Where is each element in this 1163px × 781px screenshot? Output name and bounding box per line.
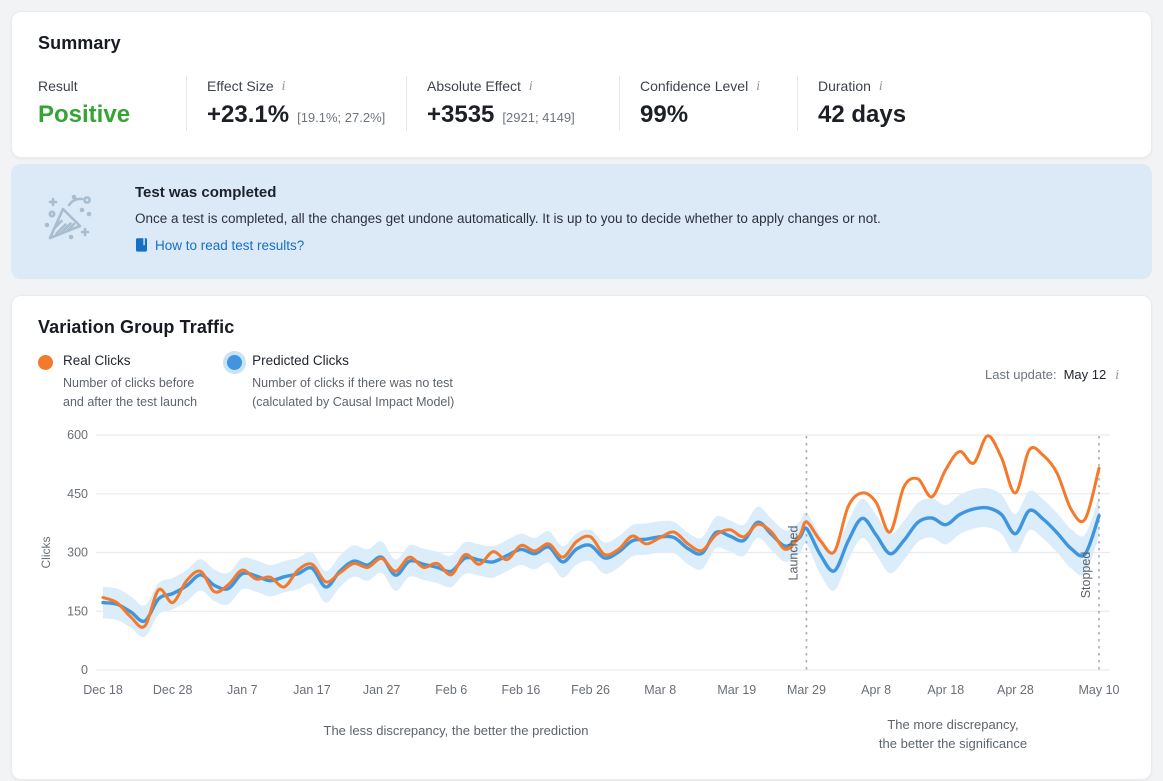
metric-absolute-effect-value: +3535 xyxy=(427,101,495,128)
annotation-pre-period: The less discrepancy, the better the pre… xyxy=(323,722,589,738)
metric-duration: Duration i 42 days xyxy=(797,76,924,131)
last-update-label: Last update: xyxy=(985,367,1057,383)
metric-effect-size-value: +23.1% xyxy=(207,101,290,128)
svg-text:0: 0 xyxy=(81,663,88,677)
legend-real-clicks-label: Real Clicks xyxy=(63,353,131,369)
metric-result-value: Positive xyxy=(38,101,131,128)
metric-result-label: Result xyxy=(38,78,78,94)
y-axis-label: Clicks xyxy=(39,536,53,568)
metric-absolute-effect-label: Absolute Effect xyxy=(427,78,521,94)
metric-absolute-effect-interval: [2921; 4149] xyxy=(502,110,575,125)
last-update-value: May 12 xyxy=(1063,367,1107,383)
info-icon[interactable]: i xyxy=(878,78,883,94)
metric-duration-label: Duration xyxy=(818,78,871,94)
svg-text:600: 600 xyxy=(67,428,88,442)
info-icon[interactable]: i xyxy=(281,78,286,94)
svg-text:Mar 19: Mar 19 xyxy=(717,683,756,697)
confidence-band xyxy=(103,487,1099,637)
svg-text:Apr 18: Apr 18 xyxy=(927,683,964,697)
last-update: Last update: May 12 i xyxy=(985,367,1121,383)
svg-text:Feb 16: Feb 16 xyxy=(501,683,540,697)
legend-item-predicted-clicks[interactable]: Predicted Clicks Number of clicks if the… xyxy=(227,353,454,413)
metric-effect-size: Effect Size i +23.1% [19.1%; 27.2%] xyxy=(186,76,406,131)
svg-text:Feb 6: Feb 6 xyxy=(435,683,467,697)
real-clicks-line xyxy=(101,434,1101,629)
metric-confidence-level-label: Confidence Level xyxy=(640,78,749,94)
svg-text:May 10: May 10 xyxy=(1078,683,1119,697)
summary-metrics: Result Positive Effect Size i +23.1% [19… xyxy=(38,76,1125,131)
predicted-clicks-dot-icon xyxy=(227,355,243,371)
legend-predicted-clicks-desc: Number of clicks if there was no test xyxy=(252,376,453,391)
predicted-clicks-line xyxy=(101,505,1101,623)
svg-text:300: 300 xyxy=(67,545,88,559)
metric-result: Result Positive xyxy=(38,76,186,131)
chart-legend: Real Clicks Number of clicks before and … xyxy=(38,353,1125,413)
svg-text:Feb 26: Feb 26 xyxy=(571,683,610,697)
chart-annotations: The less discrepancy, the better the pre… xyxy=(38,715,1125,761)
party-popper-icon xyxy=(41,190,97,251)
marker-label-stopped: Stopped xyxy=(1079,552,1093,599)
info-icon[interactable]: i xyxy=(756,78,760,94)
svg-text:Jan 17: Jan 17 xyxy=(293,683,331,697)
how-to-read-results-label: How to read test results? xyxy=(155,237,305,253)
svg-text:Jan 27: Jan 27 xyxy=(363,683,401,697)
chart-title: Variation Group Traffic xyxy=(38,317,235,338)
metric-confidence-level-value: 99% xyxy=(640,101,689,128)
metric-duration-value: 42 days xyxy=(818,101,907,128)
metric-absolute-effect: Absolute Effect i +3535 [2921; 4149] xyxy=(406,76,619,131)
traffic-chart[interactable]: 0 150 300 450 600 Clicks Launched Stopped Dec 18… xyxy=(38,423,1125,713)
svg-text:150: 150 xyxy=(67,604,88,618)
traffic-chart-svg[interactable]: 0 150 300 450 600 Clicks Launched Stopped Dec 18… xyxy=(38,423,1128,708)
banner-title: Test was completed xyxy=(135,184,277,201)
summary-title: Summary xyxy=(38,33,121,53)
test-completed-banner: Test was completed Once a test is comple… xyxy=(11,164,1152,280)
info-icon[interactable]: i xyxy=(1115,367,1119,383)
banner-body: Once a test is completed, all the change… xyxy=(135,211,881,226)
legend-real-clicks-desc: Number of clicks before xyxy=(63,376,195,391)
real-clicks-dot-icon xyxy=(38,355,53,371)
svg-text:Mar 29: Mar 29 xyxy=(787,683,826,697)
summary-card: Summary Result Positive Effect Size i +2… xyxy=(11,11,1152,158)
svg-text:Apr 8: Apr 8 xyxy=(861,683,891,697)
svg-text:450: 450 xyxy=(67,487,88,501)
metric-confidence-level: Confidence Level i 99% xyxy=(619,76,797,131)
legend-predicted-clicks-label: Predicted Clicks xyxy=(252,353,349,369)
svg-text:Apr 28: Apr 28 xyxy=(997,683,1034,697)
how-to-read-results-link[interactable]: How to read test results? xyxy=(135,238,304,253)
svg-text:Dec 28: Dec 28 xyxy=(153,683,193,697)
marker-label-launched: Launched xyxy=(786,525,800,580)
annotation-post-period: The more discrepancy, the better the sign… xyxy=(878,716,1028,752)
info-icon[interactable]: i xyxy=(528,78,533,94)
variation-group-traffic-card: Variation Group Traffic Real Clicks Numb… xyxy=(11,295,1152,780)
svg-text:Dec 18: Dec 18 xyxy=(83,683,123,697)
svg-text:Jan 7: Jan 7 xyxy=(227,683,258,697)
svg-text:Mar 8: Mar 8 xyxy=(644,683,676,697)
metric-effect-size-interval: [19.1%; 27.2%] xyxy=(297,110,386,125)
metric-effect-size-label: Effect Size xyxy=(207,78,274,94)
book-icon xyxy=(136,238,147,252)
legend-item-real-clicks[interactable]: Real Clicks Number of clicks before and … xyxy=(38,353,197,413)
